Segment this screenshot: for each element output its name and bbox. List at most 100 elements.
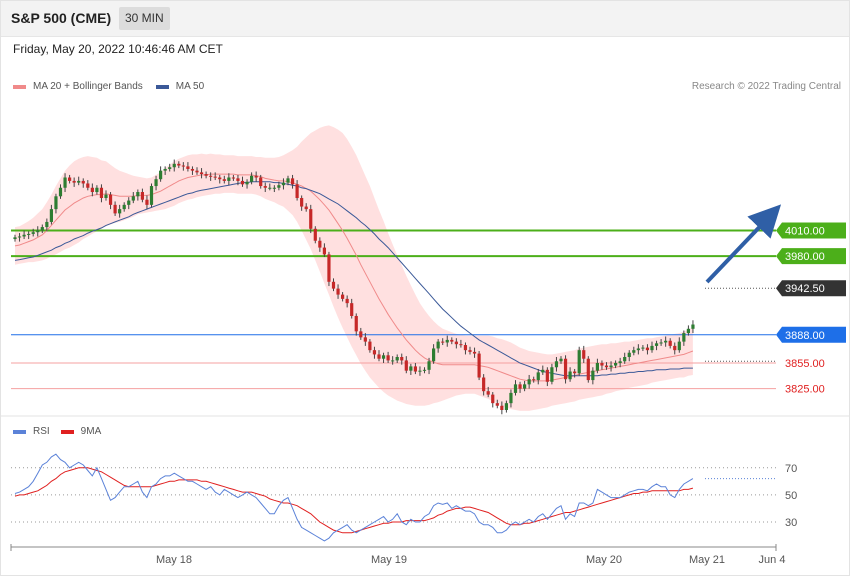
candle-body bbox=[386, 355, 390, 361]
candle-body bbox=[377, 354, 381, 359]
candle-body bbox=[582, 350, 586, 359]
candle-body bbox=[468, 350, 472, 352]
rsi-level-label: 50 bbox=[785, 490, 797, 502]
price-label-3980.00: 3980.00 bbox=[785, 251, 825, 263]
x-axis: May 18 May 19 May 20 May 21 Jun 4 bbox=[10, 544, 785, 566]
candle-body bbox=[545, 369, 549, 382]
price-label-3825.00: 3825.00 bbox=[785, 384, 825, 396]
candle-body bbox=[509, 392, 513, 404]
candle-body bbox=[49, 209, 53, 222]
candle-body bbox=[436, 341, 440, 349]
candle-body bbox=[40, 227, 44, 231]
bollinger-band-area bbox=[15, 125, 693, 411]
candle-body bbox=[331, 281, 336, 289]
candle-body bbox=[277, 185, 281, 188]
research-credit: Research © 2022 Trading Central bbox=[691, 81, 841, 92]
rsi-panel: 70 50 30 bbox=[11, 453, 797, 542]
candle-body bbox=[577, 350, 581, 374]
candle-body bbox=[395, 357, 399, 361]
candle-body bbox=[72, 180, 76, 183]
target-arrow bbox=[705, 204, 782, 284]
candle-body bbox=[477, 353, 481, 378]
candle-body bbox=[245, 181, 249, 185]
candles bbox=[13, 159, 695, 415]
candle-body bbox=[300, 198, 304, 207]
candle-body bbox=[22, 234, 26, 237]
candle-body bbox=[195, 170, 199, 173]
candle-body bbox=[236, 178, 240, 181]
candle-body bbox=[127, 200, 131, 205]
candle-body bbox=[27, 233, 31, 235]
candle-body bbox=[213, 176, 217, 178]
candle-body bbox=[445, 339, 449, 343]
candle-body bbox=[668, 340, 672, 346]
candle-body bbox=[154, 179, 158, 187]
candle-body bbox=[591, 370, 595, 381]
candle-body bbox=[290, 178, 295, 185]
candle-body bbox=[559, 358, 563, 362]
candle-body bbox=[536, 372, 540, 381]
candle-body bbox=[550, 367, 554, 382]
candle-body bbox=[58, 187, 63, 197]
candle-body bbox=[136, 192, 140, 197]
candle-body bbox=[17, 236, 22, 238]
candle-body bbox=[368, 341, 372, 351]
candle-body bbox=[573, 371, 577, 374]
candle-body bbox=[54, 196, 58, 210]
candle-body bbox=[209, 175, 213, 177]
candle-body bbox=[250, 175, 254, 182]
candle-body bbox=[222, 179, 226, 181]
price-label-3888.00: 3888.00 bbox=[785, 330, 825, 342]
candle-body bbox=[459, 344, 463, 346]
bollinger-bands bbox=[15, 125, 693, 411]
candle-body bbox=[295, 184, 299, 199]
candle-body bbox=[418, 370, 422, 372]
candle-body bbox=[391, 360, 395, 362]
timeframe-badge[interactable]: 30 MIN bbox=[119, 7, 170, 30]
candle-body bbox=[614, 362, 618, 366]
rsi-swatch bbox=[13, 429, 26, 434]
candle-body bbox=[168, 167, 172, 169]
candle-body bbox=[404, 360, 408, 371]
candle-body bbox=[218, 177, 222, 180]
candle-body bbox=[318, 240, 322, 248]
candle-body bbox=[327, 254, 331, 282]
candle-body bbox=[113, 204, 117, 214]
candle-body bbox=[186, 166, 190, 169]
price-label-3855.00: 3855.00 bbox=[785, 358, 825, 370]
ma50-swatch bbox=[155, 84, 169, 89]
candle-body bbox=[654, 343, 659, 346]
candle-body bbox=[95, 187, 99, 193]
candle-body bbox=[645, 347, 650, 351]
candle-body bbox=[623, 357, 627, 362]
candle-body bbox=[159, 170, 163, 180]
rsi-legend: RSI 9MA bbox=[13, 426, 101, 437]
candle-body bbox=[131, 196, 135, 201]
candle-body bbox=[422, 369, 427, 371]
candle-body bbox=[495, 403, 499, 406]
rsi-level-label: 70 bbox=[785, 463, 797, 475]
candle-body bbox=[664, 340, 668, 343]
candle-body bbox=[541, 369, 545, 373]
candle-body bbox=[163, 168, 167, 171]
candle-body bbox=[122, 204, 126, 210]
price-legend: MA 20 + Bollinger Bands MA 50 bbox=[13, 81, 204, 92]
candle-body bbox=[36, 230, 40, 233]
candle-body bbox=[240, 180, 245, 185]
price-label-4010.00: 4010.00 bbox=[785, 225, 825, 237]
candle-body bbox=[463, 345, 468, 351]
candle-body bbox=[400, 357, 404, 361]
price-tag-4010.00 bbox=[776, 222, 846, 239]
candle-body bbox=[659, 342, 663, 344]
candle-body bbox=[181, 165, 185, 167]
candle-body bbox=[259, 177, 263, 187]
candle-body bbox=[354, 315, 358, 332]
candle-body bbox=[81, 180, 85, 184]
candle-body bbox=[491, 394, 495, 404]
candle-body bbox=[372, 350, 377, 355]
candle-body bbox=[595, 362, 599, 371]
candle-body bbox=[504, 403, 508, 410]
ma20-swatch bbox=[13, 84, 26, 89]
candle-body bbox=[486, 391, 490, 395]
